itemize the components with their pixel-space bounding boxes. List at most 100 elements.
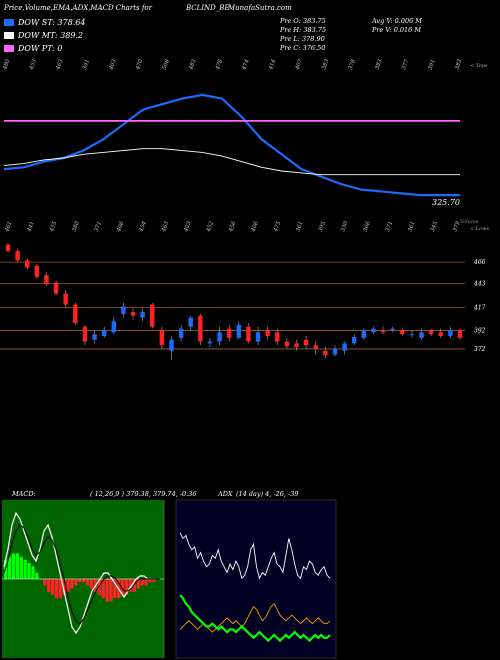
candle-body — [198, 315, 203, 342]
stat-pre-volume: Pre V: 0.016 M — [372, 26, 422, 34]
macd-hist-bar — [50, 579, 55, 595]
low-label: 463 — [161, 220, 171, 233]
candle-body — [303, 339, 309, 346]
macd-hist-bar — [109, 579, 113, 602]
candle-body — [226, 328, 232, 338]
candle-body — [332, 348, 338, 355]
candle-body — [150, 304, 155, 327]
volume-label: Volume — [460, 219, 479, 225]
ema-panel — [3, 93, 460, 197]
low-label: 345 — [430, 220, 439, 232]
macd-hist-bar — [78, 579, 82, 583]
candle-body — [342, 343, 347, 351]
candle-body — [438, 332, 443, 336]
candle-body — [140, 312, 145, 318]
level-label: 392 — [474, 327, 486, 334]
level-label: 443 — [473, 280, 486, 287]
low-label: 361 — [295, 221, 304, 233]
low-label: 371 — [385, 221, 394, 233]
stat-high: Pre H: 383.75 — [280, 26, 327, 34]
candle-body — [371, 328, 376, 333]
candle-body — [25, 260, 30, 268]
candle-body — [246, 326, 251, 342]
level-label: 372 — [474, 346, 486, 353]
macd-hist-bar — [70, 579, 74, 589]
candle-body — [323, 350, 328, 356]
low-label: 403 — [183, 220, 193, 233]
legend-label-pt: DOW PT: 0 — [18, 44, 63, 53]
tops-axis-note: < Tops — [470, 63, 488, 69]
candle-body — [15, 251, 20, 261]
low-label: 330 — [340, 220, 349, 232]
macd-hist-bar — [105, 579, 109, 602]
macd-hist-bar — [62, 579, 66, 595]
low-label: 406 — [116, 220, 126, 233]
stat-close: Pre C: 376.50 — [280, 44, 326, 52]
macd-values: ( 12,26,9 ) 379.38, 379.74, -0.36 — [90, 490, 197, 498]
adx-values: (14 day) 4, -26, -39 — [236, 490, 299, 498]
macd-hist-bar — [124, 579, 129, 595]
top-label: 453 — [28, 58, 38, 71]
candle-body — [63, 293, 68, 305]
legend-label-mt: DOW MT: 389.2 — [18, 31, 84, 40]
macd-hist-bar — [66, 579, 70, 592]
candle-body — [92, 334, 97, 340]
header-symbol: BCLIND_BE — [186, 4, 230, 12]
top-label: 377 — [401, 58, 410, 70]
low-label: 371 — [94, 221, 103, 233]
top-label: 391 — [428, 59, 437, 71]
candle-body — [101, 330, 107, 336]
candle-body — [53, 282, 59, 294]
legend-dow-st: DOW ST: 378.64 — [4, 18, 86, 27]
low-label: 435 — [49, 220, 59, 233]
tops-labels: 480 453 463 391 403 470 508 483 476 474 414 407 383 3… — [2, 58, 464, 71]
low-label: 395 — [318, 220, 327, 232]
stat-low: Pre L: 378.90 — [280, 35, 325, 43]
low-label: 406 — [250, 220, 260, 233]
legend-swatch-st — [4, 19, 14, 26]
low-label: 452 — [205, 220, 215, 233]
macd-hist-bar — [46, 579, 51, 592]
candle-body — [419, 332, 424, 338]
legend-swatch-pt — [4, 45, 14, 52]
macd-hist-bar — [136, 579, 140, 589]
macd-hist-bar — [148, 579, 152, 583]
macd-hist-bar — [113, 579, 117, 599]
stat-open: Pre O: 383.75 — [280, 17, 326, 25]
top-label: 463 — [55, 58, 65, 71]
adx-line — [179, 532, 331, 580]
top-label: 383 — [374, 58, 383, 70]
macd-hist-bar — [128, 579, 133, 592]
level-label: 466 — [473, 259, 486, 266]
macd-hist-bar — [85, 579, 90, 586]
low-label: 475 — [273, 220, 283, 233]
candle-body — [361, 330, 367, 338]
macd-hist-bar — [89, 579, 94, 589]
candle-body — [313, 345, 318, 349]
candle-body — [428, 330, 434, 335]
candle-body — [284, 341, 290, 347]
macd-hist-bar — [43, 579, 47, 586]
macd-hist-bar — [7, 556, 12, 579]
candle-body — [255, 332, 261, 342]
header-title: Price,Volume,EMA,ADX,MACD Charts for — [4, 4, 152, 12]
candle-body — [390, 328, 395, 331]
header-site: MunafaSutra.com — [228, 4, 292, 12]
low-label: 456 — [228, 220, 238, 233]
candle-body — [130, 312, 136, 316]
low-label: 461 — [4, 221, 14, 234]
candle-body — [121, 306, 126, 314]
top-label: 403 — [108, 58, 118, 71]
top-label: 483 — [188, 58, 198, 71]
candle-body — [265, 330, 270, 336]
macd-hist-bar — [54, 579, 58, 599]
lows-labels: 461 441 435 380 371 406 454 463 403 452 456 406 475 3… — [4, 220, 462, 233]
macd-hist-bar — [27, 563, 31, 579]
macd-hist-bar — [144, 579, 148, 586]
top-label: 480 — [2, 58, 12, 71]
adx-label: ADX — [217, 490, 233, 498]
top-label: 508 — [162, 58, 171, 70]
low-label: 380 — [71, 220, 80, 232]
lows-axis-note: < Lows — [470, 226, 489, 232]
